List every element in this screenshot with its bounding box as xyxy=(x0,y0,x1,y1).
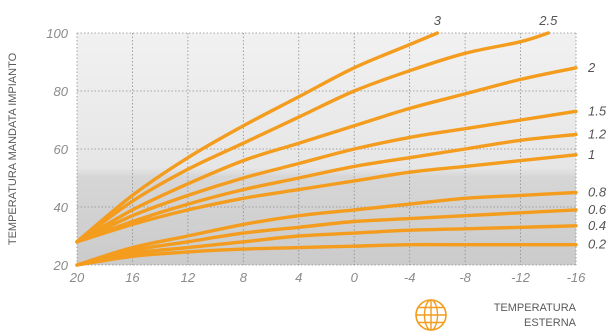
x-tick-label: 4 xyxy=(295,270,302,285)
curve-label: 3 xyxy=(434,13,442,28)
curve-1 xyxy=(75,153,578,244)
curves xyxy=(75,31,578,267)
curve-0.2 xyxy=(75,242,578,267)
y-axis-title: TEMPERATURA MANDATA IMPIANTO xyxy=(7,52,19,245)
x-axis-title-line-2: ESTERNA xyxy=(524,317,577,329)
curve-3 xyxy=(75,31,440,244)
curve-label: 0.4 xyxy=(588,218,606,233)
x-tick-label: -8 xyxy=(459,270,471,285)
curve-2 xyxy=(75,66,578,244)
x-tick-label: 16 xyxy=(125,270,140,285)
curve-label: 2 xyxy=(587,60,596,75)
y-tick-label: 80 xyxy=(54,84,69,99)
y-tick-label: 40 xyxy=(54,200,69,215)
curve-label: 1 xyxy=(588,147,595,162)
curve-2.5 xyxy=(75,31,550,244)
curve-label: 1.5 xyxy=(588,103,607,118)
x-tick-label: 20 xyxy=(69,270,85,285)
curve-label: 1.2 xyxy=(588,127,607,142)
x-axis-ticks: 20 16 12 8 4 0 -4 -8 -12 -16 xyxy=(69,270,586,285)
curve-0.8 xyxy=(75,190,578,267)
curve-label: 0.6 xyxy=(588,202,607,217)
x-tick-label: 0 xyxy=(351,270,359,285)
curve-label: 2.5 xyxy=(538,13,558,28)
curve-label: 0.2 xyxy=(588,237,607,252)
x-tick-label: -12 xyxy=(511,270,531,285)
x-axis-title-line-1: TEMPERATURA xyxy=(494,302,577,314)
curve-0.6 xyxy=(75,208,578,267)
x-tick-label: 12 xyxy=(181,270,196,285)
y-tick-label: 20 xyxy=(53,258,69,273)
curve-labels: 3 2.5 2 1.5 1.2 1 0.8 0.60.4 0.2 xyxy=(434,13,607,252)
x-tick-label: -16 xyxy=(567,270,587,285)
curve-label: 0.8 xyxy=(588,185,607,200)
curve-1.2 xyxy=(75,132,578,244)
y-tick-label: 60 xyxy=(54,142,69,157)
y-tick-label: 100 xyxy=(46,26,68,41)
globe-icon xyxy=(415,299,447,331)
curve-1.5 xyxy=(75,109,578,244)
curve-0.4 xyxy=(75,224,578,267)
x-tick-label: 8 xyxy=(240,270,248,285)
x-tick-label: -4 xyxy=(404,270,416,285)
y-axis-ticks: 20 40 60 80 100 xyxy=(46,26,68,273)
